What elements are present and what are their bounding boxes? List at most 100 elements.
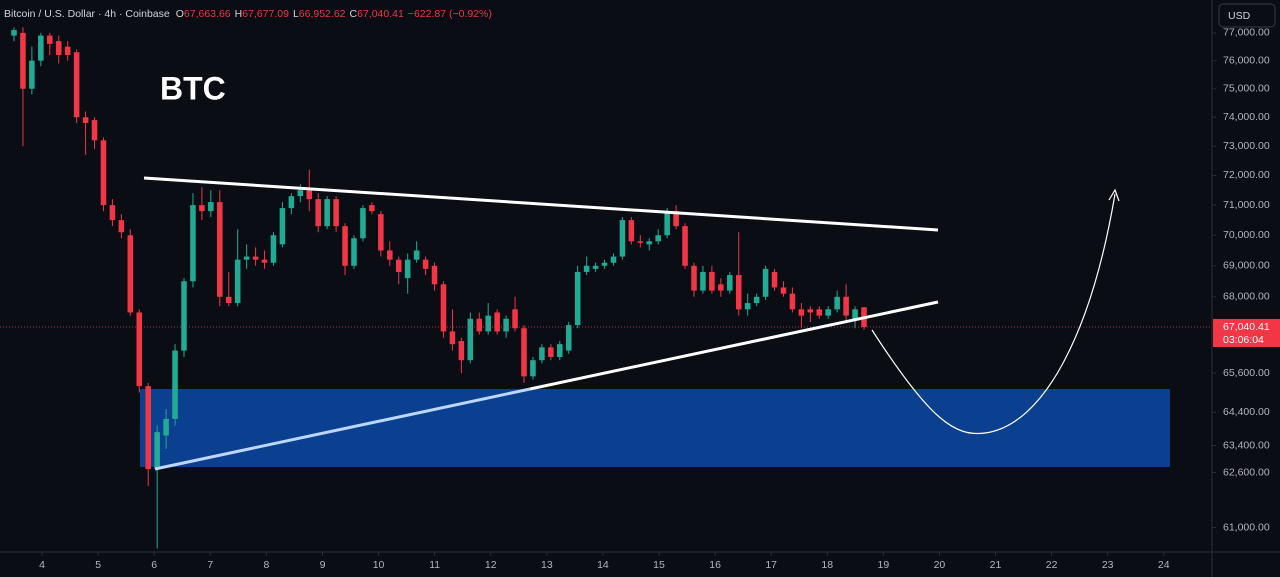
projection-arrow [871,193,1116,435]
candle-body [771,271,778,288]
candle-body [163,418,169,436]
demand-zone [140,389,1170,467]
y-tick-label: 68,000.00 [1223,291,1270,303]
lower-trendline-zone [154,387,531,471]
change: −622.87 (−0.92%) [408,8,492,20]
upper-trendline [143,176,939,232]
candle-body [798,309,805,316]
symbol-header: Bitcoin / U.S. Dollar · 4h · Coinbase O67… [4,8,492,20]
candle-body [181,281,187,351]
candle-body [700,271,706,291]
candle-body [646,241,653,245]
candle-body [789,293,796,310]
candle-body [557,344,563,357]
candle-body [548,347,554,357]
candle-body [682,226,688,266]
candle-body [225,296,232,304]
candle-body [807,309,814,313]
candle-body [127,235,134,313]
y-tick-label: 70,000.00 [1223,229,1270,241]
candle-body [395,259,402,272]
candle-body [270,235,277,263]
candle-body [485,315,491,332]
candle-body [20,32,26,89]
quote-value: 67,663.66 [184,8,231,20]
x-tick-label: 9 [320,559,326,571]
candle-body [592,265,599,269]
candle-body [449,331,456,345]
candle-body [342,226,348,266]
candle-body [82,117,89,123]
candle-body [753,296,760,304]
quote-key: H [235,8,243,20]
y-tick-label: 61,000.00 [1223,521,1270,533]
candle-body [91,120,98,141]
candle-body [369,205,375,212]
candle-body [619,220,626,257]
currency-label[interactable]: USD [1228,10,1251,22]
axes: 77,000.00 76,000.00 75,000.00 74,000.00 73,0… [39,27,1280,571]
candle-body [333,199,339,227]
candle-body [422,259,429,269]
x-tick-label: 16 [709,559,721,571]
candle-body [172,350,178,419]
candle-body [816,309,823,316]
x-tick-label: 11 [429,559,440,571]
currency-button[interactable] [1218,3,1276,28]
candle-body [297,190,304,197]
candles [0,27,1212,549]
candle-body [55,41,62,56]
candle-body [47,35,53,44]
candle-body [718,284,724,291]
candle-body [243,256,250,260]
candle-body [360,208,366,239]
x-tick-label: 4 [39,559,45,571]
x-tick-label: 20 [934,559,946,571]
candle-body [610,256,617,263]
x-tick-label: 17 [765,559,777,571]
candle-body [834,296,840,310]
y-tick-label: 65,600.00 [1223,367,1270,379]
x-tick-label: 24 [1158,559,1170,571]
x-tick-label: 12 [485,559,497,571]
x-tick-label: 7 [207,559,213,571]
candle-body [38,35,44,61]
candle-body [387,250,393,260]
candle-body [404,259,411,279]
candle-body [637,241,644,243]
candle-body [476,318,483,332]
candle-body [583,265,590,272]
candle-body [735,275,742,310]
x-tick-label: 15 [653,559,665,571]
quote-value: 67,677.09 [242,8,289,20]
candle-body [780,287,787,294]
lower-trendline [529,300,939,391]
candle-body [217,202,223,297]
candle-body [324,199,330,227]
candle-body [252,256,259,260]
candle-body [190,205,196,282]
candle-body [199,205,205,212]
x-tick-label: 13 [541,559,553,571]
candle-body [467,318,474,361]
candle-body [109,205,116,221]
x-tick-label: 10 [373,559,385,571]
candle-body [440,284,447,332]
candle-body [73,52,80,118]
y-tick-label: 75,000.00 [1223,83,1270,95]
quote-value: 66,952.62 [299,8,346,20]
symbol: Bitcoin / U.S. Dollar · 4h · Coinbase [4,8,170,20]
candle-body [530,360,536,377]
candle-body [261,259,268,263]
x-tick-label: 23 [1102,559,1114,571]
last-price-box [1213,318,1280,347]
candle-body [208,202,214,212]
y-tick-label: 77,000.00 [1223,27,1270,39]
x-tick-label: 22 [1046,559,1058,571]
quote-value: 67,040.41 [357,8,404,20]
quote-key: C [350,8,358,20]
y-tick-label: 74,000.00 [1223,111,1270,123]
candle-body [601,262,608,266]
